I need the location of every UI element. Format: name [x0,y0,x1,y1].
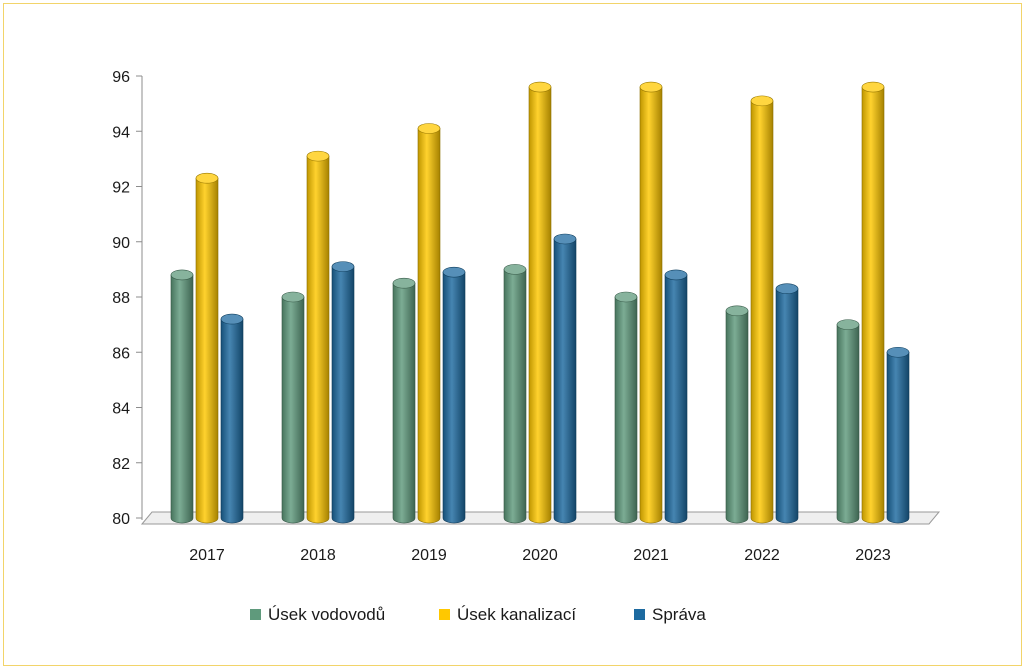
x-tick-label: 2020 [522,547,558,564]
chart-frame: 80 82 84 86 88 90 92 94 96 2017 2018 2019 2020 2021 2… [3,3,1022,666]
bar-2022-series-2 [775,283,799,524]
bar-2020-series-1 [528,81,552,524]
bar-2018-series-2 [331,261,355,524]
bar-2018-series-1 [306,150,330,524]
bar-2020-series-2 [553,233,577,524]
y-tick-label: 80 [112,511,130,528]
y-axis-ticks: 80 82 84 86 88 90 92 94 96 [112,69,142,528]
y-tick-label: 90 [112,235,130,252]
legend-item-1: Úsek kanalizací [439,605,576,624]
x-tick-label: 2021 [633,547,669,564]
legend-swatch [250,609,261,620]
bar-2019-series-2 [442,266,466,524]
bar-group-2023 [836,81,910,524]
x-axis-ticks: 2017 2018 2019 2020 2021 2022 2023 [189,547,891,564]
bar-2019-series-1 [417,123,441,524]
legend-label: Úsek vodovodů [268,605,385,624]
bar-2021-series-0 [614,291,638,524]
bar-group-2018 [281,150,355,524]
x-tick-label: 2017 [189,547,225,564]
legend-item-2: Správa [634,605,706,624]
bar-2023-series-2 [886,346,910,524]
x-tick-label: 2019 [411,547,447,564]
bar-2022-series-1 [750,95,774,524]
bar-2017-series-0 [170,269,194,524]
bar-2023-series-0 [836,319,860,524]
bar-2017-series-1 [195,172,219,524]
bar-2020-series-0 [503,264,527,524]
bar-2021-series-1 [639,81,663,524]
chart-bars [170,81,910,524]
bar-group-2020 [503,81,577,524]
bar-group-2022 [725,95,799,524]
y-tick-label: 96 [112,69,130,86]
y-tick-label: 82 [112,456,130,473]
chart-legend: Úsek vodovodů Úsek kanalizací Správa [250,605,706,624]
legend-swatch [439,609,450,620]
bar-group-2021 [614,81,688,524]
bar-2023-series-1 [861,81,885,524]
bar-group-2017 [170,172,244,524]
bar-group-2019 [392,123,466,524]
bar-2022-series-0 [725,305,749,524]
y-tick-label: 88 [112,290,130,307]
x-tick-label: 2018 [300,547,336,564]
bar-2019-series-0 [392,277,416,524]
x-tick-label: 2022 [744,547,780,564]
y-tick-label: 94 [112,124,130,141]
legend-label: Správa [652,605,706,624]
bar-2021-series-2 [664,269,688,524]
bar-2018-series-0 [281,291,305,524]
bar-2017-series-2 [220,313,244,524]
legend-item-0: Úsek vodovodů [250,605,385,624]
legend-label: Úsek kanalizací [457,605,576,624]
y-tick-label: 86 [112,345,130,362]
y-tick-label: 92 [112,180,130,197]
y-tick-label: 84 [112,401,130,418]
legend-swatch [634,609,645,620]
x-tick-label: 2023 [855,547,891,564]
